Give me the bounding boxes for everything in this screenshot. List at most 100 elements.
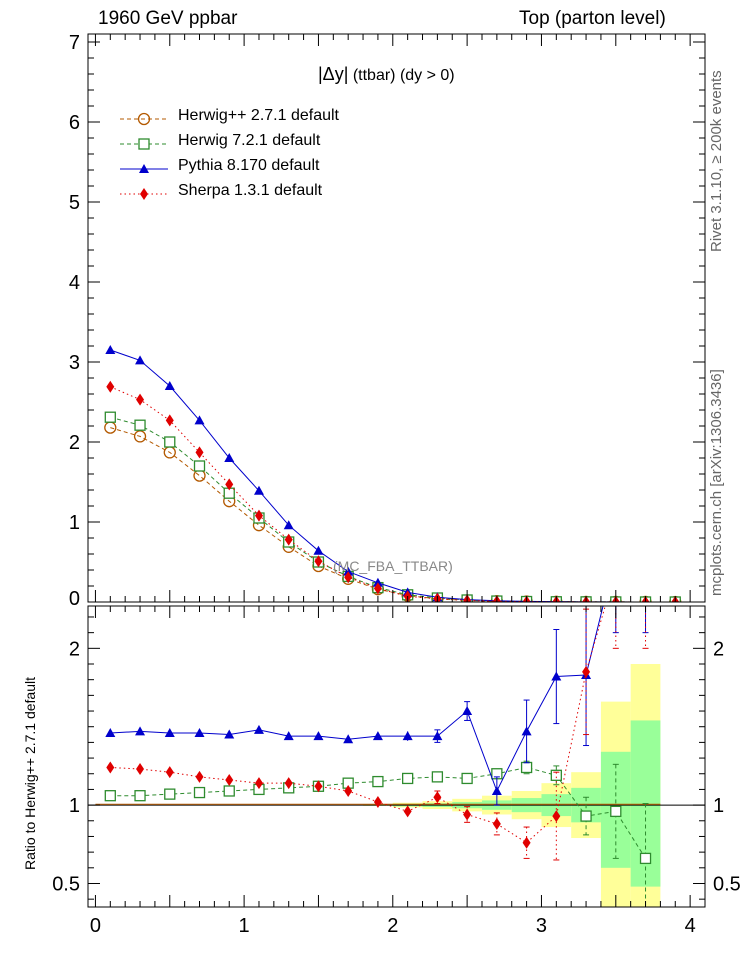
ratio-point-herwig <box>402 772 414 785</box>
ratio-point-sherpa <box>225 774 234 787</box>
ratio-point-pythia <box>611 549 621 558</box>
main-point-herwigpp <box>133 430 147 443</box>
main-point-pythia <box>343 566 354 576</box>
ratio-point-sherpa <box>284 777 293 790</box>
ratio-point-pythia <box>224 729 235 739</box>
legend-label-pythia: Pythia 8.170 default <box>178 157 320 174</box>
main-line-herwig <box>110 416 676 602</box>
ratio-point-pythia <box>402 731 413 741</box>
main-line-herwigpp <box>110 427 676 602</box>
main-point-sherpa <box>195 446 204 459</box>
ratio-point-pythia <box>313 731 324 741</box>
process-label: Top (parton level) <box>519 8 666 29</box>
ratio-ylabel: Ratio to Herwig++ 2.7.1 default <box>22 676 38 870</box>
ratio-point-sherpa <box>552 810 561 823</box>
main-point-sherpa <box>165 414 174 427</box>
ratio-ytick-label-right: 1 <box>713 795 724 817</box>
ratio-point-sherpa <box>522 836 531 849</box>
ratio-point-herwig <box>223 785 235 797</box>
ratio-point-sherpa <box>582 665 591 678</box>
ratio-xtick-label: 0 <box>90 915 101 937</box>
main-point-herwig <box>164 436 176 448</box>
main-ytick-label: 1 <box>69 512 80 534</box>
plot-title: |Δy| (ttbar) (dy > 0) <box>318 64 455 85</box>
main-ytick-label: 2 <box>69 432 80 454</box>
main-point-sherpa <box>106 380 115 393</box>
ratio-ytick-label-right: 2 <box>713 638 724 660</box>
ratio-point-herwig <box>610 805 622 818</box>
main-ytick-label: 4 <box>69 272 80 294</box>
ratio-point-sherpa <box>642 564 650 576</box>
ratio-ytick-label: 2 <box>69 638 80 660</box>
ratio-point-sherpa <box>373 795 382 808</box>
ratio-point-herwig <box>461 772 473 785</box>
ratio-ytick-label: 1 <box>69 795 80 817</box>
ratio-point-herwig <box>520 761 533 774</box>
ratio-point-pythia <box>372 731 383 741</box>
ratio-point-pythia <box>164 727 175 737</box>
main-point-pythia <box>224 453 235 462</box>
ratio-xtick-label: 3 <box>536 915 547 937</box>
ratio-ytick-label-right: 0.5 <box>713 873 741 895</box>
ratio-point-pythia <box>462 706 473 716</box>
ratio-point-sherpa <box>403 805 412 818</box>
ratio-point-sherpa <box>195 770 204 783</box>
ratio-point-sherpa <box>344 784 353 797</box>
main-point-pythia <box>135 355 146 365</box>
ratio-point-sherpa <box>314 780 323 793</box>
main-ytick-label: 7 <box>69 32 80 54</box>
legend-label-herwigpp: Herwig++ 2.7.1 default <box>178 107 339 124</box>
main-point-herwigpp <box>193 469 206 482</box>
ratio-point-pythia <box>253 724 264 734</box>
main-ytick-label: 5 <box>69 192 80 214</box>
ratio-ytick-label: 0.5 <box>52 873 80 895</box>
main-point-pythia <box>372 577 383 587</box>
legend-marker-herwigpp <box>120 112 168 126</box>
ratio-point-pythia <box>194 727 205 737</box>
ratio-point-pythia <box>521 726 532 736</box>
ratio-point-herwig <box>550 769 562 781</box>
ratio-point-herwig <box>164 788 176 800</box>
legend-marker-sherpa <box>120 188 168 200</box>
ratio-point-herwig <box>134 790 146 802</box>
main-ytick-label: 0 <box>69 588 80 610</box>
collision-label: 1960 GeV ppbar <box>98 8 238 29</box>
main-ytick-label: 3 <box>69 352 80 374</box>
main-point-sherpa <box>373 582 382 595</box>
analysis-watermark: (MC_FBA_TTBAR) <box>333 558 453 574</box>
plot-title-abs: |Δy| <box>318 64 349 84</box>
main-point-herwig <box>134 419 146 431</box>
main-point-pythia <box>194 415 205 425</box>
ratio-frame <box>87 605 706 908</box>
plot-title-rest: (ttbar) (dy > 0) <box>348 67 455 84</box>
main-point-sherpa <box>254 509 263 522</box>
main-ytick-label: 6 <box>69 112 80 134</box>
ratio-point-pythia <box>641 549 651 558</box>
main-point-sherpa <box>284 533 293 546</box>
ratio-xtick-label: 4 <box>685 915 696 937</box>
legend-marker-pythia <box>120 164 168 173</box>
ratio-point-pythia <box>135 726 146 736</box>
main-point-herwig <box>193 460 206 472</box>
ratio-point-sherpa <box>165 766 174 779</box>
ratio-point-sherpa <box>492 817 501 830</box>
ratio-point-pythia <box>105 727 116 737</box>
ratio-point-herwig <box>372 775 384 788</box>
main-point-sherpa <box>136 393 145 406</box>
ratio-point-pythia <box>343 734 354 744</box>
ratio-point-sherpa <box>254 777 263 790</box>
main-point-pythia <box>313 545 324 555</box>
ratio-point-herwig <box>104 790 116 802</box>
main-point-pythia <box>105 345 116 354</box>
ratio-point-pythia <box>551 671 562 681</box>
axis-ticks: 1 2 3 4 5 6 7 0 0 1 2 3 4 0.5 0.5 1 1 2 2 <box>52 32 741 937</box>
main-point-sherpa <box>225 478 234 491</box>
ratio-point-herwig <box>639 852 652 865</box>
main-point-pythia <box>164 381 175 390</box>
ratio-point-sherpa <box>106 761 115 774</box>
main-point-sherpa <box>344 571 353 584</box>
main-point-pythia <box>283 520 294 530</box>
ratio-point-sherpa <box>136 763 145 776</box>
ratio-point-herwig <box>431 771 444 783</box>
